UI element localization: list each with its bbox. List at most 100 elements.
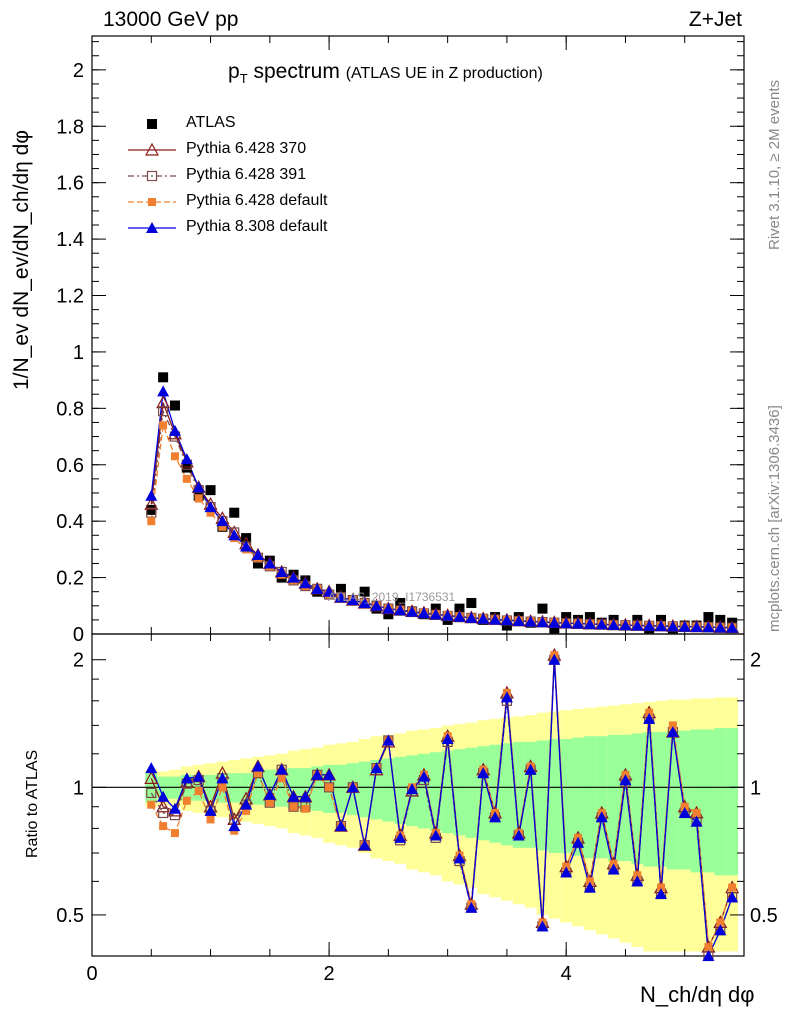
data-point: [229, 507, 240, 518]
data-point: [206, 508, 215, 517]
data-point: [346, 594, 359, 606]
ratio-point: [619, 774, 632, 786]
x-tick-label: 2: [324, 963, 335, 985]
ratio-point: [585, 877, 594, 886]
y-tick-label: 0.2: [56, 568, 84, 590]
ratio-point: [657, 883, 666, 892]
data-point: [251, 549, 264, 561]
data-point: [158, 406, 169, 417]
ratio-y-tick-label: 0.5: [56, 905, 84, 927]
process-label: Z+Jet: [688, 8, 742, 31]
data-point: [263, 557, 276, 569]
uncertainty-band-green: [655, 732, 667, 867]
legend-label-p8-default: Pythia 8.308 default: [186, 218, 328, 235]
data-point: [252, 558, 263, 569]
data-point: [666, 620, 679, 632]
ratio-point: [417, 770, 430, 782]
uncertainty-band-green: [500, 743, 513, 846]
ratio-point: [358, 839, 371, 851]
ratio-point: [631, 875, 644, 887]
ratio-point: [334, 820, 347, 832]
data-point: [240, 540, 253, 552]
y-tick-label: 1.4: [56, 229, 84, 251]
uncertainty-band-green: [311, 766, 324, 811]
data-point: [406, 605, 419, 617]
ratio-point: [206, 815, 215, 824]
data-point: [311, 582, 324, 594]
data-point: [216, 515, 229, 527]
data-point: [169, 400, 180, 411]
data-point: [655, 620, 668, 632]
ratio-point: [168, 802, 181, 814]
uncertainty-band-green: [489, 744, 501, 843]
data-point: [334, 591, 347, 603]
ratio-point: [704, 943, 713, 952]
legend-marker: [144, 142, 160, 156]
ratio-point: [500, 691, 513, 703]
data-point: [194, 494, 203, 503]
y-tick-label: 1.6: [56, 173, 84, 195]
uncertainty-band-green: [429, 752, 442, 831]
ratio-point: [643, 712, 656, 724]
data-point: [715, 614, 726, 625]
uncertainty-band-green: [524, 741, 537, 848]
ratio-point: [242, 806, 251, 815]
uncertainty-band-green: [335, 764, 347, 813]
ratio-point: [477, 767, 490, 779]
uncertainty-band-green: [477, 746, 490, 841]
data-point: [489, 613, 502, 625]
data-point: [465, 611, 478, 623]
ratio-point: [633, 871, 642, 880]
data-point: [595, 618, 608, 630]
data-point: [703, 612, 714, 623]
ratio-point: [144, 771, 159, 784]
uncertainty-band-green: [441, 750, 454, 834]
data-point: [157, 385, 170, 397]
ratio-point: [370, 762, 383, 774]
ratio-point: [240, 798, 253, 810]
ratio-point: [157, 790, 170, 802]
data-point: [548, 616, 561, 628]
ratio-point: [680, 802, 689, 811]
data-point: [156, 395, 171, 409]
data-point: [560, 617, 573, 629]
ratio-plot-frame: [91, 633, 745, 957]
ratio-point: [394, 831, 407, 843]
legend-label-atlas: ATLAS: [186, 114, 236, 131]
energy-label: 13000 GeV pp: [103, 8, 239, 31]
ratio-point: [194, 787, 203, 796]
uncertainty-band-green: [607, 734, 620, 862]
ratio-point: [702, 950, 715, 961]
y-tick-label: 0.6: [56, 455, 84, 477]
ratio-point: [728, 883, 737, 892]
data-point: [453, 610, 466, 622]
ratio-point: [289, 802, 298, 811]
ratio-point: [595, 811, 608, 823]
data-point: [512, 615, 525, 627]
data-point: [335, 583, 346, 594]
legend-marker: [148, 198, 156, 206]
uncertainty-band-green: [465, 747, 478, 838]
uncertainty-band-green: [560, 739, 573, 853]
data-point: [394, 604, 407, 616]
ratio-point: [607, 863, 620, 875]
mcplots-label: mcplots.cern.ch [arXiv:1306.3436]: [766, 405, 783, 632]
uncertainty-band-green: [643, 732, 656, 867]
legend-marker: [146, 222, 158, 233]
uncertainty-band-green: [299, 768, 312, 809]
uncertainty-band-green: [358, 761, 371, 818]
data-point: [417, 607, 430, 619]
data-point: [323, 585, 336, 597]
data-point: [192, 481, 205, 493]
ratio-point: [159, 822, 168, 831]
data-point: [359, 586, 370, 597]
ratio-point: [265, 798, 274, 807]
legend-label-p6-default: Pythia 6.428 default: [186, 192, 328, 209]
legend-label-p6-391: Pythia 6.428 391: [186, 166, 307, 183]
data-point: [358, 596, 371, 608]
ratio-point: [726, 891, 739, 903]
data-point: [572, 617, 585, 629]
ratio-point: [323, 768, 336, 780]
ratio-point: [512, 829, 525, 841]
data-point: [690, 620, 703, 632]
